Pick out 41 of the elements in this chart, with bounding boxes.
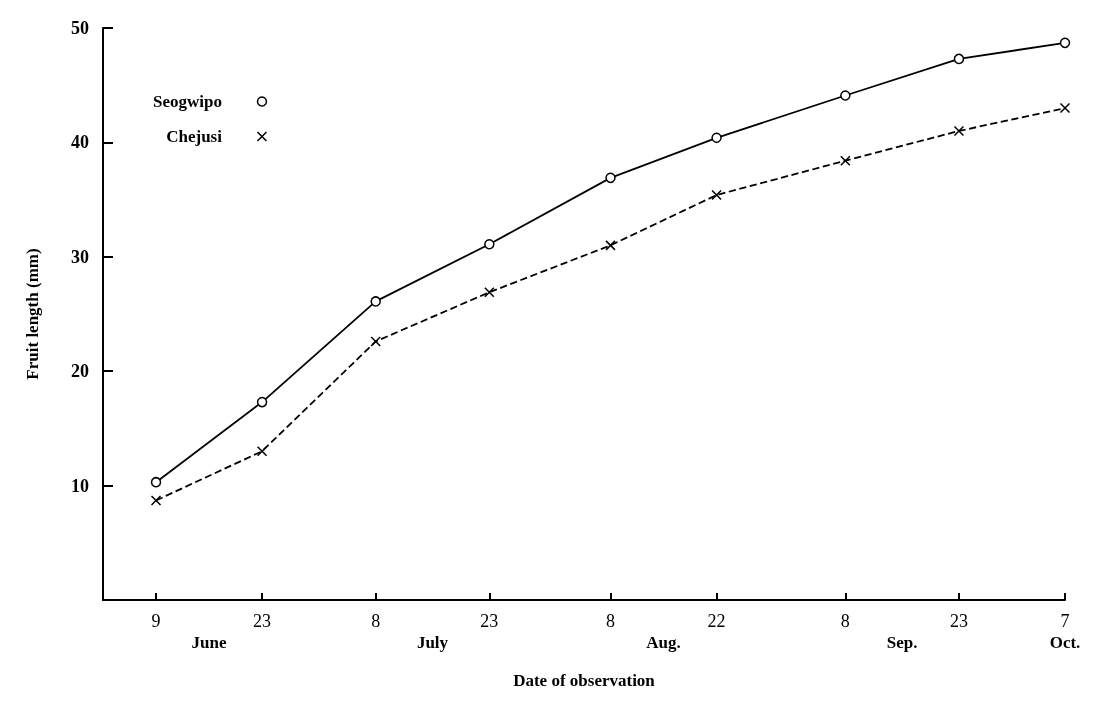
text: July bbox=[416, 632, 449, 652]
x-tick-label: 8 bbox=[606, 611, 616, 631]
point bbox=[150, 495, 162, 506]
y-tick-label: 20 bbox=[71, 361, 89, 382]
point bbox=[1059, 102, 1071, 114]
x-tick-label: 7 bbox=[1060, 611, 1070, 631]
point bbox=[370, 336, 381, 347]
point bbox=[840, 90, 851, 101]
y-tick-label: 40 bbox=[71, 132, 89, 153]
point bbox=[256, 446, 268, 457]
point bbox=[953, 53, 965, 65]
y-axis-title: Fruit length (mm) bbox=[23, 248, 42, 380]
text: June bbox=[191, 632, 227, 652]
text: Sep. bbox=[886, 632, 918, 652]
point bbox=[605, 172, 616, 184]
point bbox=[1059, 37, 1071, 49]
legend-label: Seogwipo bbox=[152, 92, 222, 111]
x-tick-label: 23 bbox=[949, 611, 968, 631]
y-tick-label: 30 bbox=[71, 246, 89, 267]
point bbox=[711, 189, 722, 201]
text: Aug. bbox=[646, 632, 681, 652]
x-tick-label: 9 bbox=[151, 611, 161, 631]
text: Oct. bbox=[1049, 632, 1081, 652]
x-tick-label: 23 bbox=[480, 611, 499, 631]
x-tick-label: 22 bbox=[707, 611, 726, 631]
x-tick-label: 8 bbox=[840, 611, 850, 631]
point bbox=[256, 396, 268, 408]
x-axis-title: Date of observation bbox=[513, 671, 656, 690]
x-tick-label: 23 bbox=[253, 611, 272, 631]
point bbox=[370, 296, 381, 307]
legend-label: Chejusi bbox=[166, 127, 223, 146]
point bbox=[484, 287, 495, 298]
y-tick-label: 10 bbox=[71, 475, 89, 496]
point bbox=[840, 155, 851, 166]
point bbox=[150, 476, 162, 488]
point bbox=[953, 125, 965, 137]
y-tick-label: 50 bbox=[71, 18, 89, 38]
point bbox=[605, 240, 616, 251]
point bbox=[711, 132, 722, 144]
x-tick-label: 8 bbox=[371, 611, 381, 631]
point bbox=[484, 238, 495, 250]
